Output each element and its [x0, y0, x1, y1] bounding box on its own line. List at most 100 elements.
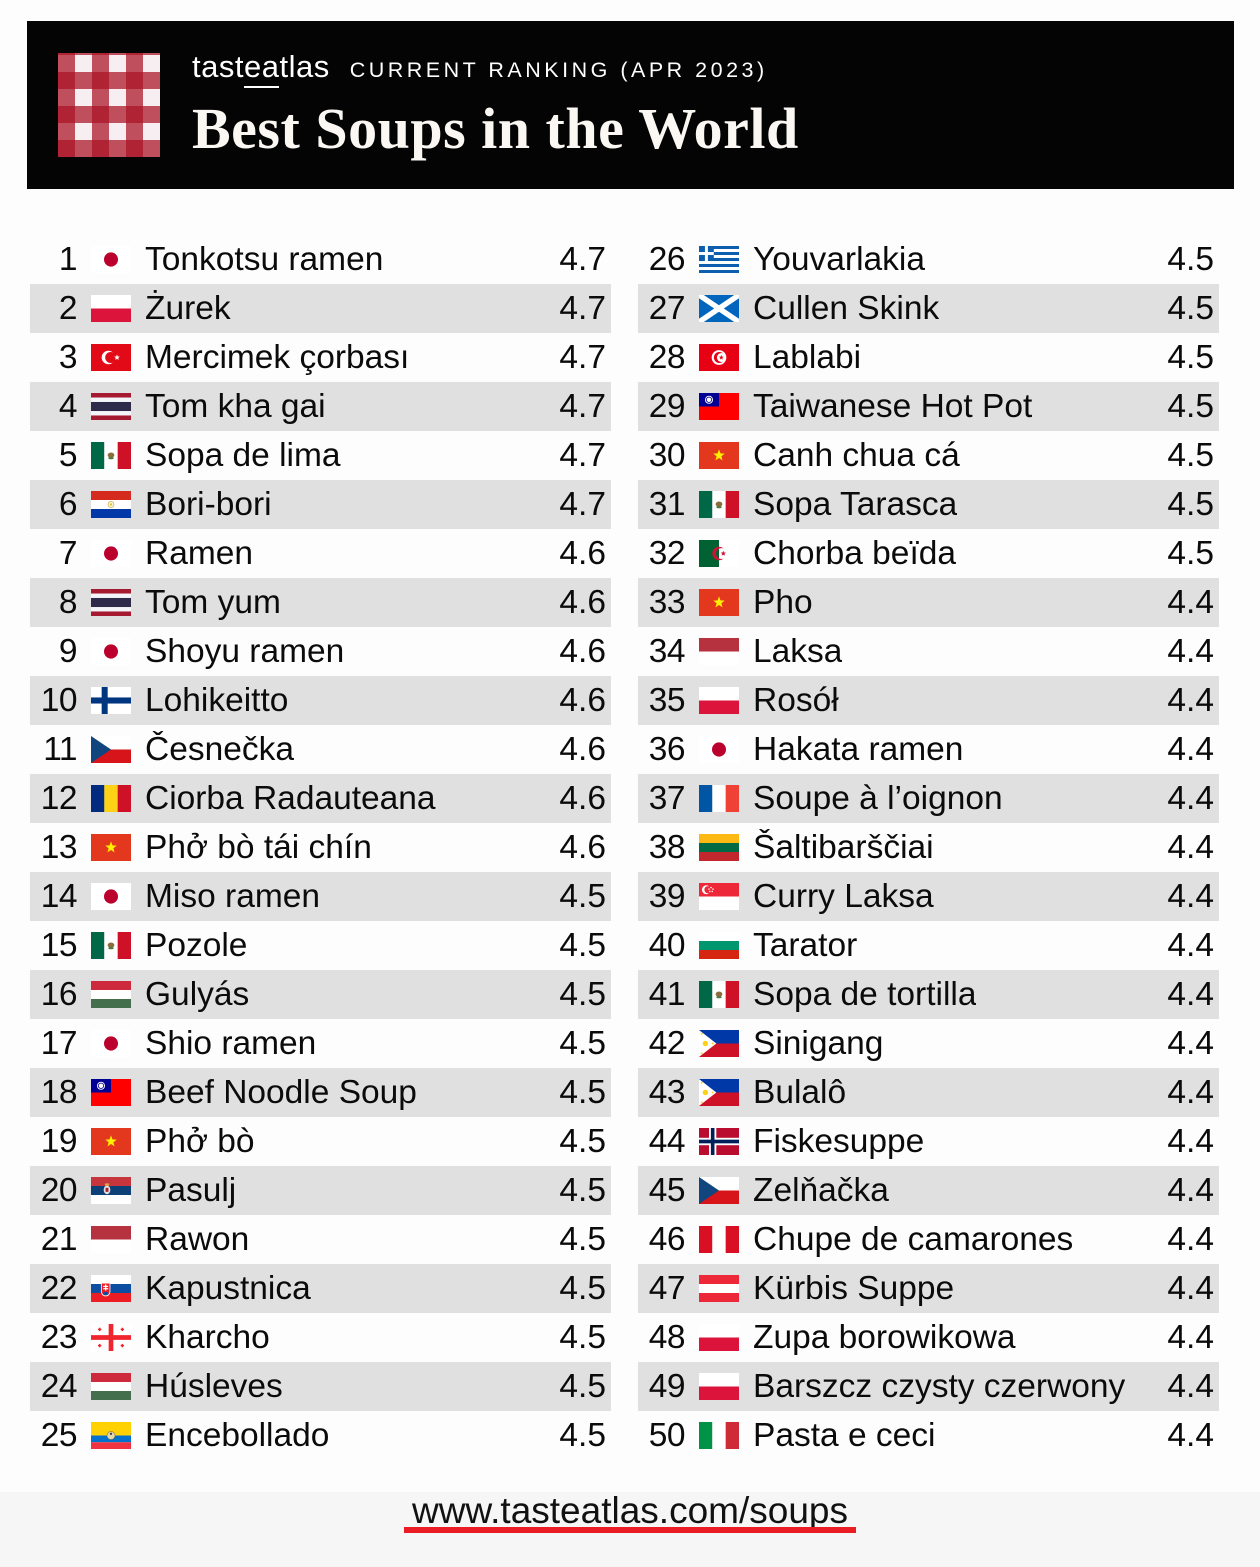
flag-japan-icon [91, 638, 131, 665]
rating-value: 4.6 [559, 632, 606, 670]
flag-hungary-icon [91, 981, 131, 1008]
rating-value: 4.4 [1167, 877, 1214, 915]
soup-name: Encebollado [145, 1416, 330, 1454]
rating-value: 4.4 [1167, 632, 1214, 670]
soup-name: Curry Laksa [753, 877, 934, 915]
rank-number: 48 [648, 1318, 686, 1356]
flag-slovakia-icon [91, 1275, 131, 1302]
soup-name: Tonkotsu ramen [145, 240, 384, 278]
rating-value: 4.7 [559, 338, 606, 376]
rank-number: 3 [58, 338, 78, 376]
soup-name: Lablabi [753, 338, 862, 376]
soup-name: Mercimek çorbası [145, 338, 410, 376]
soup-name: Pozole [145, 926, 248, 964]
flag-austria-icon [699, 1275, 739, 1302]
rating-value: 4.4 [1167, 583, 1214, 621]
rank-number: 18 [40, 1073, 78, 1111]
rating-value: 4.5 [559, 1220, 606, 1258]
soup-name: Soupe à l’oignon [753, 779, 1003, 817]
rank-number: 32 [648, 534, 686, 572]
rating-value: 4.5 [559, 975, 606, 1013]
footer-underline [404, 1527, 856, 1533]
rating-value: 4.5 [559, 1122, 606, 1160]
flag-philippines-icon [699, 1079, 739, 1106]
rank-number: 31 [648, 485, 686, 523]
rating-value: 4.6 [559, 534, 606, 572]
flag-mexico-icon [699, 981, 739, 1008]
rank-number: 13 [40, 828, 78, 866]
rank-number: 42 [648, 1024, 686, 1062]
rating-value: 4.5 [1167, 436, 1214, 474]
rank-row: 21 Rawon 4.5 [30, 1215, 611, 1264]
rank-number: 34 [648, 632, 686, 670]
rank-row: 16 Gulyás 4.5 [30, 970, 611, 1019]
rating-value: 4.7 [559, 240, 606, 278]
header: tasteatlas CURRENT RANKING (APR 2023) Be… [27, 21, 1234, 189]
rank-row: 6 Bori-bori 4.7 [30, 480, 611, 529]
flag-serbia-icon [91, 1177, 131, 1204]
soup-name: Rosół [753, 681, 839, 719]
rank-row: 47 Kürbis Suppe 4.4 [638, 1264, 1219, 1313]
rank-row: 25 Encebollado 4.5 [30, 1411, 611, 1460]
ranking-list: 1 Tonkotsu ramen 4.7 2 Żurek 4.7 3 Mercimek çor… [30, 235, 1219, 1460]
rank-row: 23 Kharcho 4.5 [30, 1313, 611, 1362]
rank-number: 15 [40, 926, 78, 964]
rank-number: 11 [43, 730, 77, 768]
flag-mexico-icon [91, 442, 131, 469]
flag-taiwan-icon [91, 1079, 131, 1106]
rank-row: 3 Mercimek çorbası 4.7 [30, 333, 611, 382]
flag-japan-icon [91, 246, 131, 273]
rating-value: 4.4 [1167, 1367, 1214, 1405]
flag-thailand-icon [91, 393, 131, 420]
flag-czechia-icon [699, 1177, 739, 1204]
flag-romania-icon [91, 785, 131, 812]
rating-value: 4.6 [559, 583, 606, 621]
brand-wordmark: tasteatlas [192, 48, 330, 88]
soup-name: Sopa Tarasca [753, 485, 958, 523]
rank-number: 28 [648, 338, 686, 376]
rank-number: 10 [40, 681, 78, 719]
rating-value: 4.5 [559, 1318, 606, 1356]
rank-number: 35 [648, 681, 686, 719]
flag-poland-icon [699, 687, 739, 714]
soup-name: Pasta e ceci [753, 1416, 936, 1454]
rating-value: 4.5 [559, 926, 606, 964]
rating-value: 4.7 [559, 485, 606, 523]
rank-row: 45 Zelňačka 4.4 [638, 1166, 1219, 1215]
flag-finland-icon [91, 687, 131, 714]
flag-czechia-icon [91, 736, 131, 763]
flag-vietnam-icon [91, 834, 131, 861]
soup-name: Laksa [753, 632, 843, 670]
rank-row: 9 Shoyu ramen 4.6 [30, 627, 611, 676]
rank-row: 30 Canh chua cá 4.5 [638, 431, 1219, 480]
soup-name: Kürbis Suppe [753, 1269, 955, 1307]
rank-number: 4 [58, 387, 78, 425]
rank-number: 26 [648, 240, 686, 278]
flag-ecuador-icon [91, 1422, 131, 1449]
flag-norway-icon [699, 1128, 739, 1155]
flag-mexico-icon [91, 932, 131, 959]
rating-value: 4.4 [1167, 681, 1214, 719]
rating-value: 4.4 [1167, 730, 1214, 768]
rating-value: 4.5 [559, 877, 606, 915]
rank-row: 40 Tarator 4.4 [638, 921, 1219, 970]
flag-poland-icon [699, 1324, 739, 1351]
rank-number: 2 [58, 289, 78, 327]
rank-row: 29 Taiwanese Hot Pot 4.5 [638, 382, 1219, 431]
soup-name: Phở bò tái chín [145, 828, 372, 866]
rating-value: 4.7 [559, 387, 606, 425]
soup-name: Chorba beïda [753, 534, 957, 572]
soup-name: Tom kha gai [145, 387, 326, 425]
footer-url-link[interactable]: www.tasteatlas.com/soups [412, 1490, 848, 1531]
flag-turkey-icon [91, 344, 131, 371]
soup-name: Kapustnica [145, 1269, 311, 1307]
soup-name: Sopa de lima [145, 436, 341, 474]
rank-number: 33 [648, 583, 686, 621]
flag-poland-icon [699, 1373, 739, 1400]
soup-name: Gulyás [145, 975, 250, 1013]
rank-row: 27 Cullen Skink 4.5 [638, 284, 1219, 333]
rank-row: 32 Chorba beïda 4.5 [638, 529, 1219, 578]
rating-value: 4.5 [559, 1171, 606, 1209]
flag-scotland-icon [699, 295, 739, 322]
rank-row: 15 Pozole 4.5 [30, 921, 611, 970]
